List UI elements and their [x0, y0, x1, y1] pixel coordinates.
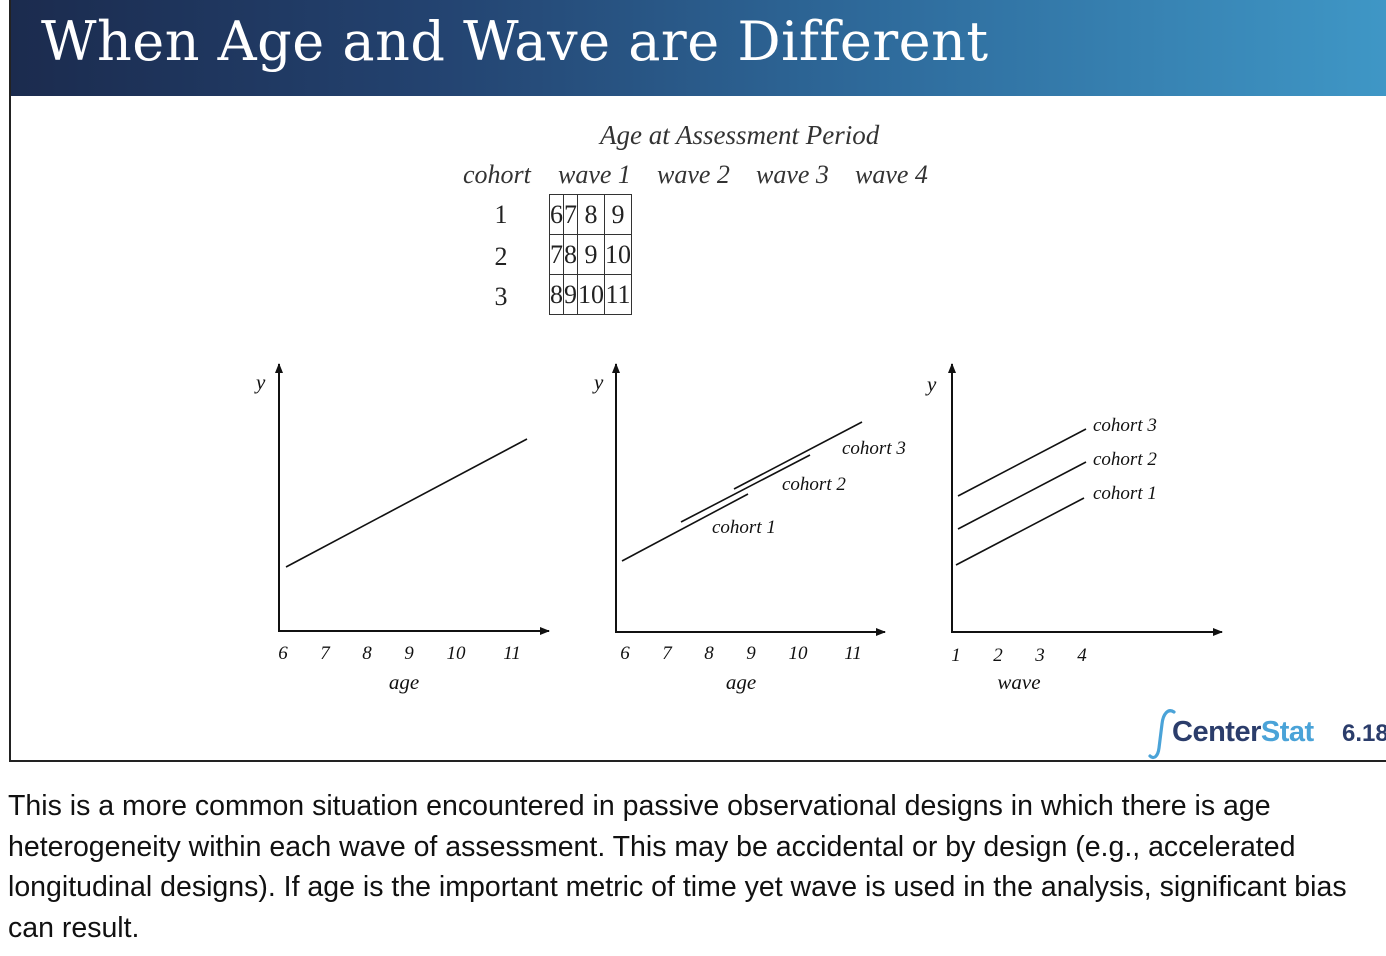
- tick-label: 11: [844, 643, 862, 664]
- tick-label: 9: [746, 643, 756, 664]
- logo-text-stat: Stat: [1260, 716, 1314, 748]
- x-axis-label: age: [726, 670, 756, 694]
- line-label-cohort-3: cohort 3: [842, 438, 906, 459]
- table-caption: Age at Assessment Period: [600, 120, 880, 150]
- row-header-cohort: cohort: [463, 160, 531, 189]
- table-row: 6 7 8 9: [549, 194, 632, 235]
- cohort-3-line: [733, 421, 863, 490]
- table-cell: 11: [604, 274, 632, 315]
- tick-label: 6: [620, 643, 630, 664]
- tick-label: 2: [993, 645, 1003, 666]
- tick-label: 10: [447, 643, 467, 664]
- slide-title: When Age and Wave are Different: [41, 10, 989, 73]
- title-bar: When Age and Wave are Different: [11, 0, 1386, 96]
- table-row: 8 9 10 11: [549, 274, 632, 315]
- line-label-cohort-2: cohort 2: [782, 474, 846, 495]
- plot-1: y 6 7 8 9 10 11 age: [254, 363, 550, 694]
- table-cell: 8: [577, 194, 605, 235]
- x-axis-label: wave: [997, 670, 1040, 694]
- line-label-cohort-1: cohort 1: [1093, 483, 1157, 504]
- column-header-wave-1: wave 1: [558, 160, 631, 189]
- cohort-2-line: [957, 461, 1087, 530]
- tick-label: 8: [362, 643, 372, 664]
- cohort-2-line: [680, 454, 811, 523]
- y-axis-label: y: [592, 370, 604, 394]
- plot-3: y cohort 3 cohort 2 cohort 1 1 2 3 4 wav…: [925, 363, 1223, 694]
- column-header-wave-4: wave 4: [855, 160, 928, 189]
- plot-2: y cohort 3 cohort 2 cohort 1 6 7 8 9 10 …: [592, 363, 906, 694]
- line-label-cohort-1: cohort 1: [712, 517, 776, 538]
- plots: y 6 7 8 9 10 11 age y cohort 3 cohort 2 …: [254, 363, 1223, 694]
- logo-wordmark: CenterStat: [1172, 716, 1314, 749]
- tick-label: 8: [704, 643, 714, 664]
- cohort-label-2: 2: [494, 242, 508, 271]
- tick-label: 7: [320, 643, 331, 664]
- y-axis-label: y: [925, 372, 937, 396]
- speaker-notes: This is a more common situation encounte…: [8, 790, 1347, 944]
- y-axis-label: y: [254, 370, 266, 394]
- column-header-wave-3: wave 3: [756, 160, 829, 189]
- cohort-label-3: 3: [494, 282, 508, 311]
- tick-label: 11: [503, 643, 521, 664]
- cohort-1-line: [621, 493, 749, 562]
- cohort-3-line: [957, 428, 1087, 497]
- age-trajectory-line: [285, 438, 528, 568]
- tick-label: 9: [404, 643, 414, 664]
- column-header-wave-2: wave 2: [657, 160, 730, 189]
- logo-text-center: Center: [1172, 716, 1261, 748]
- tick-label: 6: [278, 643, 288, 664]
- table-cell: 10: [577, 274, 605, 315]
- centerstat-logo: CenterStat: [1148, 706, 1378, 762]
- slide: When Age and Wave are Different: [9, 0, 1386, 762]
- line-label-cohort-3: cohort 3: [1093, 415, 1157, 436]
- table-cell: 9: [604, 194, 632, 235]
- cohort-1-line: [955, 497, 1085, 566]
- tick-label: 1: [951, 645, 961, 666]
- slide-number: 6.18: [1342, 720, 1386, 747]
- tick-label: 3: [1034, 645, 1045, 666]
- x-axis-label: age: [389, 670, 419, 694]
- tick-label: 7: [662, 643, 673, 664]
- age-table: 6 7 8 9 7 8 9 10 8 9 10 11: [549, 194, 632, 315]
- tick-label: 10: [789, 643, 809, 664]
- tick-label: 4: [1077, 645, 1087, 666]
- integral-sign-icon: [1148, 709, 1176, 760]
- line-label-cohort-2: cohort 2: [1093, 449, 1157, 470]
- cohort-label-1: 1: [494, 200, 508, 229]
